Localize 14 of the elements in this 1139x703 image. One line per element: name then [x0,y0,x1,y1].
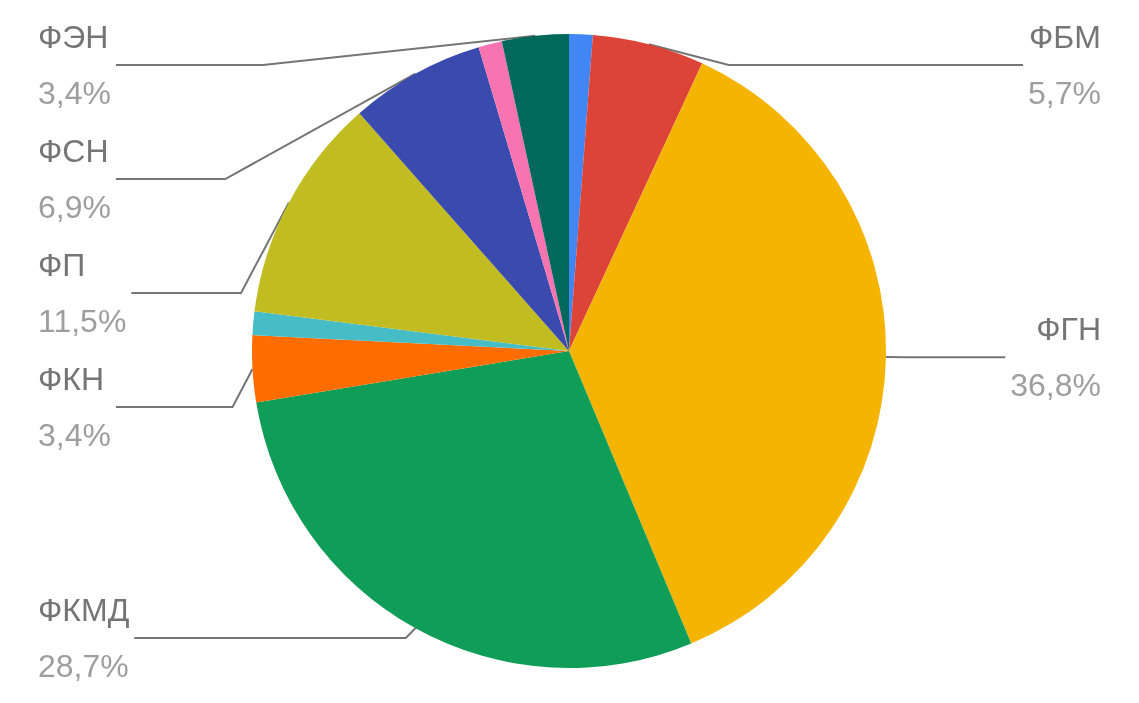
data-label: 3,4% [38,75,111,111]
slice-label: ФСН [38,133,109,169]
data-label: 6,9% [38,189,111,225]
slice-label: ФП [38,247,86,283]
data-label: 3,4% [38,417,111,453]
slice-label: ФЭН [38,19,109,55]
data-label: 11,5% [38,303,127,339]
slice-label: ФКН [38,361,105,397]
data-label: 5,7% [1028,75,1101,111]
slice-label: ФКМД [38,592,130,628]
data-label: 28,7% [38,648,129,684]
slice-label: ФГН [1036,311,1101,348]
data-label: 36,8% [1010,367,1101,404]
slice-label: ФБМ [1029,19,1101,55]
